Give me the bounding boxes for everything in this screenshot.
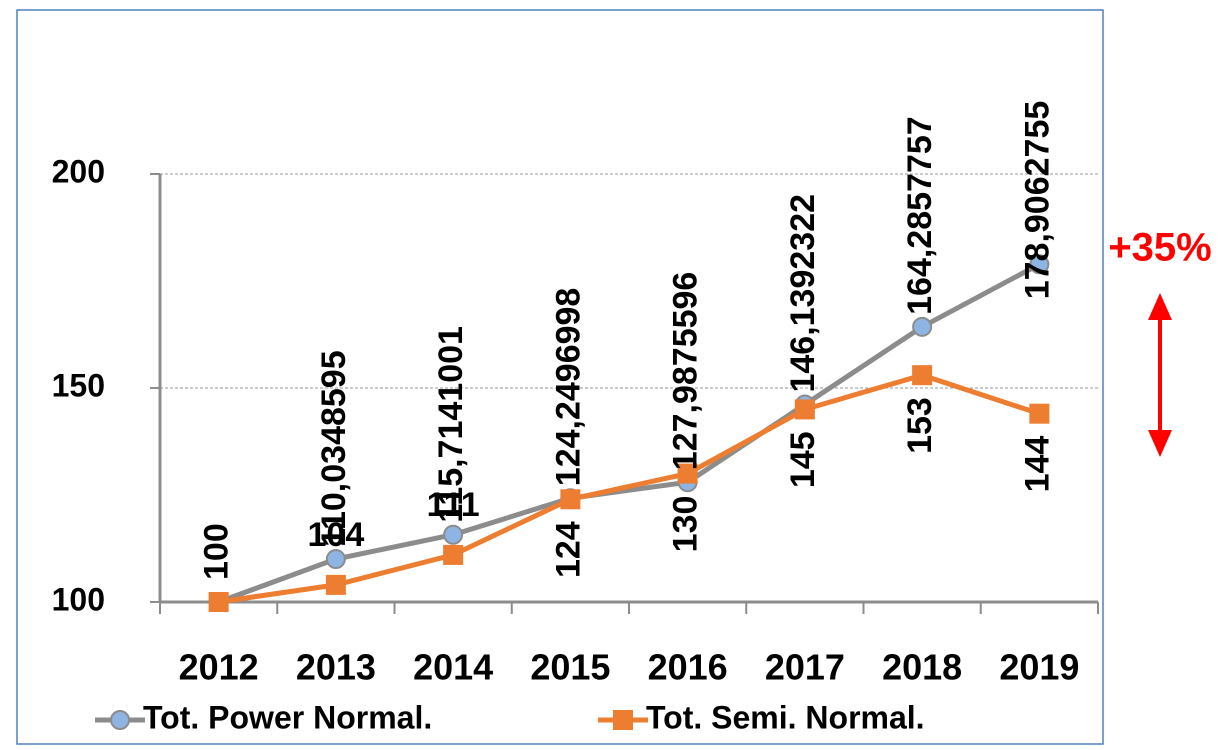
- point-marker: [560, 489, 581, 510]
- y-tick-label: 200: [52, 153, 105, 189]
- data-label: 111: [427, 486, 480, 524]
- data-label: 130: [667, 496, 705, 553]
- point-marker: [1029, 254, 1050, 275]
- x-tick-label: 2018: [882, 647, 962, 688]
- point-marker: [912, 365, 933, 386]
- legend-marker: [613, 710, 633, 730]
- data-label: 100: [198, 523, 236, 580]
- arrow-head: [1148, 430, 1172, 457]
- point-marker: [325, 549, 346, 570]
- data-label: 145: [784, 431, 822, 488]
- data-label: 178,9062755: [1018, 101, 1056, 300]
- x-tick-label: 2014: [413, 647, 493, 688]
- data-label: 164,2857757: [901, 116, 939, 315]
- x-tick-label: 2016: [648, 647, 728, 688]
- legend-marker: [110, 710, 130, 730]
- x-tick-label: 2013: [296, 647, 376, 688]
- x-tick-label: 2012: [179, 647, 259, 688]
- chart-border: [16, 9, 1104, 745]
- point-marker: [912, 316, 933, 337]
- point-marker: [325, 574, 346, 595]
- data-label: 115,7141001: [432, 326, 470, 523]
- legend-label: Tot. Semi. Normal.: [646, 699, 925, 735]
- series-line: [218, 372, 1041, 605]
- data-label: 153: [901, 397, 939, 454]
- series-line: [217, 262, 1041, 605]
- point-marker: [794, 399, 815, 420]
- x-tick-label: 2019: [999, 647, 1079, 688]
- point-marker: [1029, 403, 1050, 424]
- point-marker: [443, 544, 464, 565]
- y-tick-label: 150: [52, 367, 105, 403]
- data-label: 124,2496998: [549, 288, 587, 487]
- data-label: 144: [1018, 436, 1056, 493]
- annotation: +35%: [1108, 226, 1211, 270]
- data-label: 124: [549, 521, 587, 578]
- data-label: 110,0348595: [315, 350, 353, 547]
- data-label: 127,9875596: [667, 272, 705, 471]
- data-label: 104: [308, 516, 365, 554]
- legend-label: Tot. Power Normal.: [143, 699, 432, 735]
- arrow-head: [1148, 293, 1172, 320]
- y-tick-label: 100: [52, 581, 105, 617]
- point-marker: [208, 592, 229, 612]
- x-tick-label: 2015: [530, 647, 610, 688]
- data-label: 146,1392322: [784, 194, 822, 393]
- point-marker: [677, 463, 698, 484]
- x-tick-label: 2017: [765, 647, 845, 688]
- point-marker: [443, 524, 464, 545]
